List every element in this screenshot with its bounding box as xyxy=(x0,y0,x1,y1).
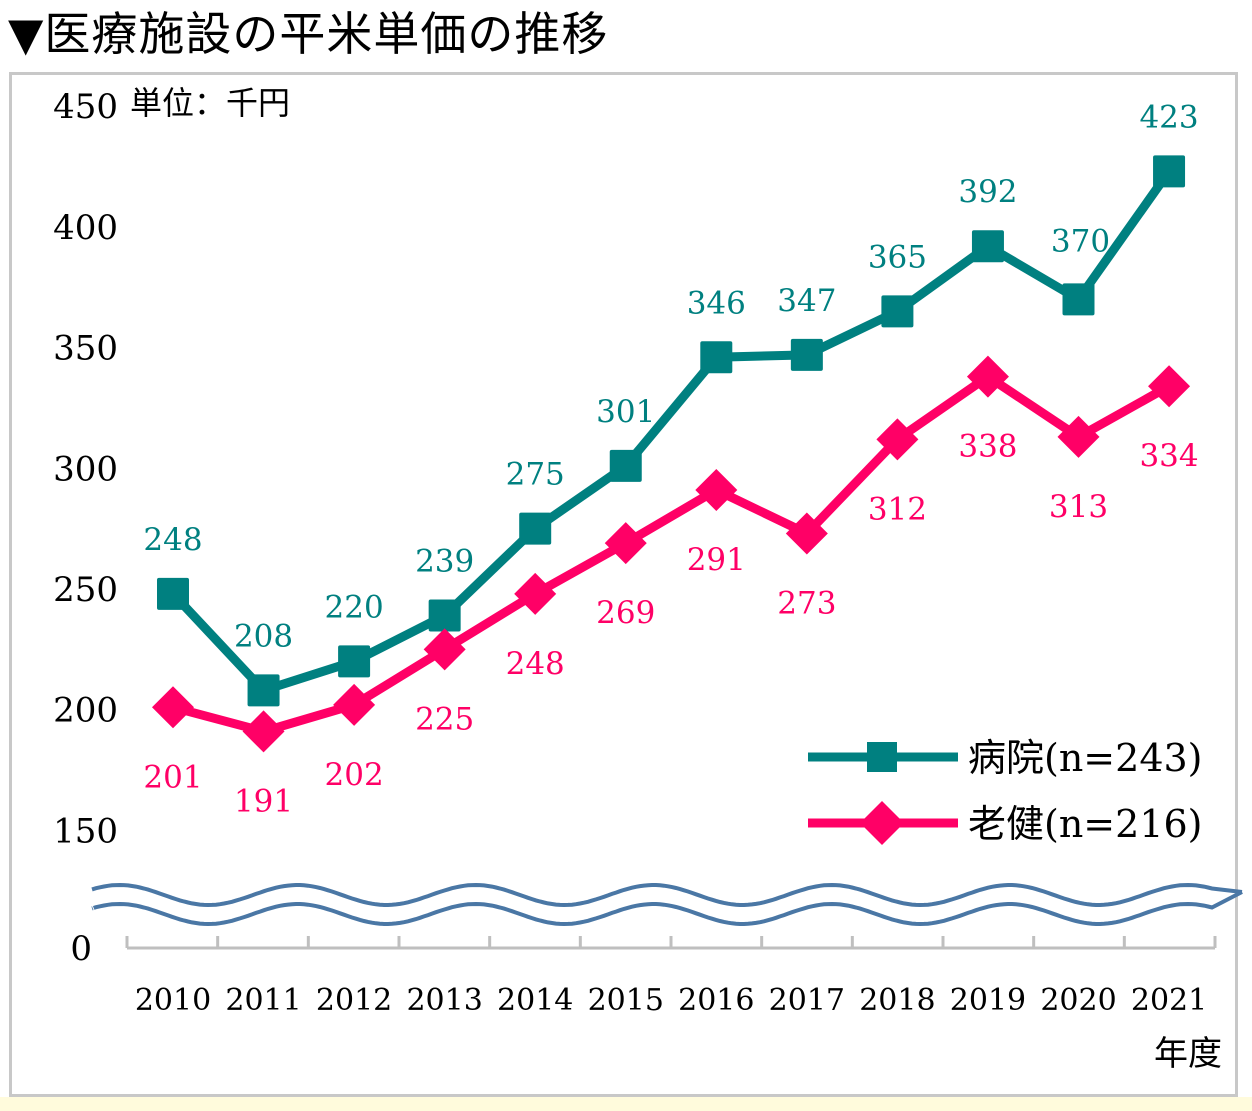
data-label: 291 xyxy=(687,542,746,578)
data-point-diamond xyxy=(785,512,828,555)
x-tick-label: 2020 xyxy=(1040,983,1116,1018)
data-point-square xyxy=(1062,283,1095,316)
unit-label: 単位：千円 xyxy=(130,84,290,122)
data-point-diamond xyxy=(514,572,557,615)
chart-title: ▼医療施設の平米単価の推移 xyxy=(8,7,609,61)
data-label: 338 xyxy=(958,429,1017,465)
data-label: 346 xyxy=(687,285,746,321)
x-tick-label: 2019 xyxy=(950,983,1026,1018)
legend-label: 老健(n=216) xyxy=(968,802,1203,846)
y-tick-label: 0 xyxy=(70,929,92,969)
data-label: 248 xyxy=(506,646,565,682)
data-label: 225 xyxy=(415,701,474,737)
data-point-diamond xyxy=(423,628,466,671)
axis-break-lower xyxy=(91,890,1243,927)
x-tick-label: 2017 xyxy=(769,983,845,1018)
data-label: 269 xyxy=(596,595,655,631)
series-line-2 xyxy=(171,371,1172,737)
data-point-square xyxy=(157,577,189,610)
data-point-diamond xyxy=(1148,365,1191,408)
axis-break-upper xyxy=(91,882,1243,908)
series-line-1 xyxy=(169,168,1173,696)
data-label: 370 xyxy=(1051,223,1110,259)
bottom-strip xyxy=(0,1097,1252,1111)
y-tick-label: 400 xyxy=(53,208,118,248)
data-point-diamond xyxy=(333,683,376,726)
data-label: 334 xyxy=(1139,438,1198,474)
data-point-diamond xyxy=(152,686,194,729)
data-point-square xyxy=(881,295,914,328)
x-tick-label: 2013 xyxy=(406,983,482,1018)
data-point-square xyxy=(790,338,823,371)
data-point-diamond xyxy=(1057,415,1100,458)
data-point-diamond xyxy=(876,418,919,461)
data-label: 202 xyxy=(325,757,384,793)
data-label: 347 xyxy=(777,283,836,319)
data-label: 208 xyxy=(234,618,293,654)
legend-marker-square xyxy=(867,742,897,772)
data-point-square xyxy=(700,341,733,374)
data-point-square xyxy=(338,645,371,678)
data-point-diamond xyxy=(604,522,647,565)
x-tick-label: 2021 xyxy=(1131,983,1207,1018)
y-tick-label: 450 xyxy=(53,87,118,127)
x-tick-label: 2018 xyxy=(859,983,935,1018)
data-point-diamond xyxy=(966,355,1009,398)
x-axis-label: 年度 xyxy=(1154,1034,1222,1074)
chart-frame xyxy=(9,72,1238,1097)
legend-label: 病院(n=243) xyxy=(968,736,1203,780)
y-tick-label: 200 xyxy=(53,691,118,731)
data-label: 423 xyxy=(1139,99,1198,135)
x-tick-label: 2010 xyxy=(135,983,211,1018)
data-point-square xyxy=(428,599,461,632)
data-label: 239 xyxy=(415,544,474,580)
y-tick-label: 250 xyxy=(53,570,118,610)
data-point-diamond xyxy=(242,710,285,753)
x-tick-label: 2014 xyxy=(497,983,573,1018)
data-point-square xyxy=(247,674,280,707)
x-tick-label: 2016 xyxy=(678,983,754,1018)
y-tick-label: 150 xyxy=(53,811,118,851)
data-point-square xyxy=(1153,155,1186,188)
data-label: 248 xyxy=(143,522,202,558)
data-point-square xyxy=(519,512,552,545)
data-label: 201 xyxy=(143,759,202,795)
y-tick-label: 300 xyxy=(53,449,118,489)
data-point-square xyxy=(609,449,642,482)
y-tick-label: 350 xyxy=(53,329,118,369)
data-label: 273 xyxy=(777,585,836,621)
data-label: 392 xyxy=(958,174,1017,210)
data-label: 301 xyxy=(596,394,655,430)
x-tick-label: 2015 xyxy=(588,983,664,1018)
axis-break-end xyxy=(91,904,99,921)
data-label: 312 xyxy=(868,491,927,527)
data-label: 313 xyxy=(1049,489,1108,525)
data-label: 275 xyxy=(506,457,565,493)
x-tick-label: 2012 xyxy=(316,983,392,1018)
data-label: 220 xyxy=(325,589,384,625)
x-tick-label: 2011 xyxy=(225,983,301,1018)
data-point-diamond xyxy=(695,469,738,512)
data-label: 365 xyxy=(868,239,927,275)
legend-marker-diamond xyxy=(860,801,904,845)
data-label: 191 xyxy=(234,783,293,819)
data-point-square xyxy=(971,230,1004,263)
